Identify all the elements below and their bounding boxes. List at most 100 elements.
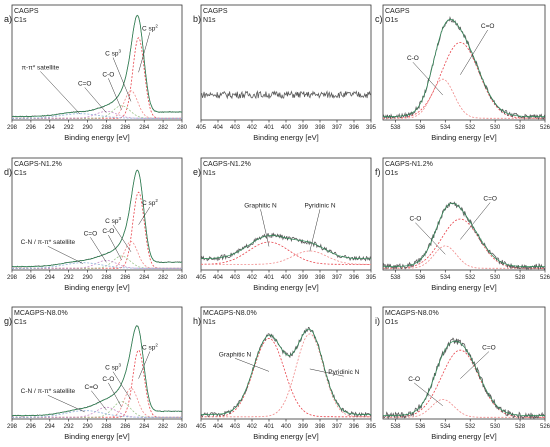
annotation-label: C=O — [483, 196, 497, 203]
annotation-text: Pyridinic N — [304, 202, 335, 209]
panel-label: h) — [193, 316, 201, 326]
x-tick-label: 286 — [120, 424, 131, 430]
component-curve-4 — [12, 113, 182, 119]
x-tick-label: 401 — [264, 275, 275, 281]
annotation-leader — [412, 62, 444, 96]
annotation-leader — [138, 351, 151, 379]
panel-c: 538 536 534 532 530 528 526 Binding energy [eV]… — [375, 4, 550, 142]
x-tick-label: 400 — [281, 424, 292, 430]
annotation-sup: 2 — [155, 23, 158, 28]
sample-name: CAGPS — [14, 8, 39, 15]
x-axis-label: Binding energy [eV] — [253, 432, 318, 441]
annotation-leader — [112, 224, 132, 252]
annotation-text: C sp — [142, 25, 156, 32]
x-tick-label: 395 — [366, 424, 377, 430]
fit-envelope — [201, 328, 371, 415]
x-tick-label: 536 — [415, 424, 426, 430]
sample-name: CAGPS — [385, 8, 410, 15]
annotation-text: C-N / π-π* satellite — [21, 239, 76, 246]
x-tick-label: 288 — [101, 125, 112, 131]
sample-name: CAGPS — [203, 8, 228, 15]
x-tick-label: 282 — [158, 125, 169, 131]
x-axis-label: Binding energy [eV] — [64, 283, 129, 292]
annotation-leader — [413, 382, 443, 406]
x-tick-label: 296 — [26, 275, 37, 281]
annotation-text: C=O — [483, 196, 497, 203]
x-tick-label: 402 — [247, 275, 258, 281]
annotation-label: C=O — [482, 345, 496, 352]
fit-envelope — [12, 325, 182, 416]
annotation-text: C-N / π-π* satellite — [21, 388, 76, 395]
x-tick-label: 534 — [440, 275, 451, 281]
annotation-sup: 3 — [118, 216, 121, 221]
component-curve-1 — [201, 333, 371, 418]
fit-envelope — [12, 169, 182, 267]
annotation-text: Pyridinic N — [328, 369, 359, 376]
plot-frame — [11, 157, 183, 271]
x-axis-label: Binding energy [eV] — [431, 432, 496, 441]
x-tick-label: 282 — [158, 275, 169, 281]
annotation-text: C-O — [102, 71, 114, 78]
annotation-text: C-O — [102, 376, 114, 383]
annotation-text: C-O — [407, 55, 419, 62]
measured-spectrum — [382, 201, 546, 271]
annotation-label: C-N / π-π* satellite — [21, 239, 76, 246]
annotation-leader — [460, 351, 490, 379]
annotation-text: C-O — [409, 216, 421, 223]
sample-name: MCAGPS-N8.0% — [203, 310, 257, 317]
x-tick-label: 530 — [490, 424, 501, 430]
x-tick-label: 292 — [64, 275, 75, 281]
x-tick-label: 280 — [177, 424, 188, 430]
core-level: C1s — [14, 319, 27, 326]
x-tick-label: 405 — [196, 275, 207, 281]
panel-b: 405 404 403 402 401 400 399 398 397 396 395 Binding… — [193, 4, 377, 142]
measured-spectrum — [382, 337, 546, 420]
annotation-leader — [108, 382, 122, 408]
measured-spectrum — [11, 325, 183, 417]
annotation-leader — [47, 246, 83, 264]
x-axis-label: Binding energy [eV] — [64, 432, 129, 441]
x-tick-label: 398 — [315, 125, 326, 131]
measured-spectrum — [382, 16, 546, 121]
annotation-text: C sp — [142, 200, 156, 207]
x-tick-label: 398 — [315, 424, 326, 430]
measured-spectrum — [200, 89, 372, 100]
x-tick-label: 403 — [230, 275, 241, 281]
x-tick-label: 396 — [349, 275, 360, 281]
x-tick-label: 399 — [298, 125, 309, 131]
panel-label: d) — [4, 167, 12, 177]
x-tick-label: 532 — [465, 275, 476, 281]
x-tick-label: 298 — [7, 125, 18, 131]
x-tick-label: 294 — [45, 275, 56, 281]
x-tick-label: 292 — [64, 125, 75, 131]
component-curve-0 — [383, 349, 545, 418]
x-tick-label: 528 — [515, 125, 526, 131]
sample-name: MCAGPS-N8.0% — [14, 310, 68, 317]
x-tick-label: 530 — [490, 275, 501, 281]
sample-name: CAGPS-N1.2% — [385, 161, 433, 168]
annotation-label: C-O — [407, 55, 419, 62]
plot-frame — [200, 306, 372, 420]
x-tick-label: 280 — [177, 125, 188, 131]
annotation-leader — [415, 222, 446, 255]
x-tick-label: 284 — [139, 275, 150, 281]
annotation-label: Pyridinic N — [304, 202, 335, 209]
x-tick-label: 395 — [366, 125, 377, 131]
x-tick-label: 404 — [213, 424, 224, 430]
x-tick-label: 402 — [247, 125, 258, 131]
plot-frame — [382, 157, 546, 271]
x-tick-label: 528 — [515, 424, 526, 430]
annotation-leader — [460, 202, 491, 240]
sample-name: MCAGPS-N8.0% — [385, 310, 439, 317]
x-tick-label: 400 — [281, 125, 292, 131]
x-tick-label: 294 — [45, 424, 56, 430]
panel-i: 538 536 534 532 530 528 526 Binding energy [eV]… — [375, 306, 550, 441]
x-tick-label: 404 — [213, 125, 224, 131]
annotation-label: π-π* satellite — [22, 64, 60, 71]
annotation-label: C=O — [84, 230, 98, 237]
x-tick-label: 528 — [515, 275, 526, 281]
component-curve-0 — [201, 337, 371, 418]
panel-f: 538 536 534 532 530 528 526 Binding energy [eV]… — [375, 157, 550, 292]
core-level: N1s — [203, 319, 216, 326]
x-tick-label: 298 — [7, 424, 18, 430]
